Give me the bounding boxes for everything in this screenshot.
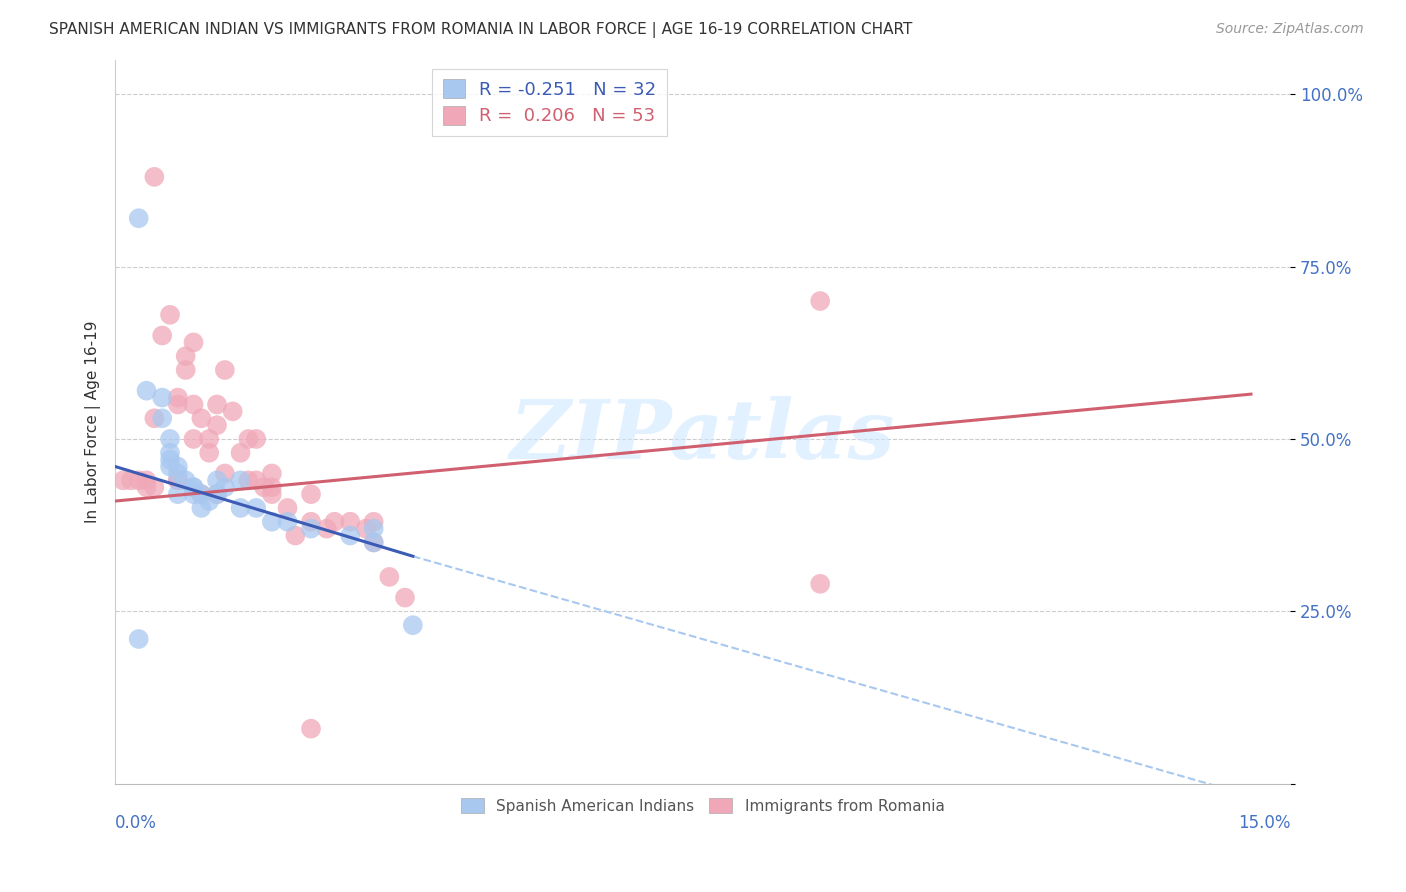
- Point: [120, 474, 142, 488]
- Point: [402, 618, 425, 632]
- Point: [260, 487, 283, 501]
- Point: [159, 459, 181, 474]
- Point: [183, 432, 205, 446]
- Point: [260, 515, 283, 529]
- Point: [299, 515, 322, 529]
- Point: [128, 211, 150, 226]
- Legend: Spanish American Indians, Immigrants from Romania: Spanish American Indians, Immigrants fro…: [454, 791, 950, 820]
- Point: [284, 528, 307, 542]
- Point: [159, 446, 181, 460]
- Point: [150, 411, 173, 425]
- Point: [229, 500, 252, 515]
- Point: [253, 480, 276, 494]
- Point: [299, 522, 322, 536]
- Point: [214, 363, 236, 377]
- Point: [276, 500, 298, 515]
- Point: [363, 515, 385, 529]
- Point: [205, 487, 228, 501]
- Point: [143, 169, 166, 184]
- Point: [205, 487, 228, 501]
- Point: [166, 474, 188, 488]
- Point: [394, 591, 416, 605]
- Point: [245, 474, 267, 488]
- Point: [198, 494, 221, 508]
- Point: [128, 474, 150, 488]
- Point: [205, 397, 228, 411]
- Point: [808, 577, 831, 591]
- Text: SPANISH AMERICAN INDIAN VS IMMIGRANTS FROM ROMANIA IN LABOR FORCE | AGE 16-19 CO: SPANISH AMERICAN INDIAN VS IMMIGRANTS FR…: [49, 22, 912, 38]
- Point: [159, 308, 181, 322]
- Point: [229, 446, 252, 460]
- Point: [229, 474, 252, 488]
- Point: [166, 391, 188, 405]
- Point: [183, 487, 205, 501]
- Point: [214, 467, 236, 481]
- Point: [159, 432, 181, 446]
- Point: [166, 459, 188, 474]
- Point: [190, 411, 212, 425]
- Y-axis label: In Labor Force | Age 16-19: In Labor Force | Age 16-19: [86, 320, 101, 523]
- Point: [135, 474, 157, 488]
- Point: [174, 349, 197, 363]
- Point: [315, 522, 337, 536]
- Point: [299, 487, 322, 501]
- Point: [166, 474, 188, 488]
- Point: [150, 391, 173, 405]
- Text: 0.0%: 0.0%: [115, 814, 157, 832]
- Text: ZIPatlas: ZIPatlas: [510, 396, 896, 476]
- Point: [174, 474, 197, 488]
- Point: [323, 515, 346, 529]
- Point: [143, 411, 166, 425]
- Point: [354, 522, 377, 536]
- Point: [150, 328, 173, 343]
- Point: [166, 467, 188, 481]
- Point: [190, 500, 212, 515]
- Point: [111, 474, 134, 488]
- Point: [174, 363, 197, 377]
- Point: [135, 480, 157, 494]
- Point: [159, 452, 181, 467]
- Point: [183, 397, 205, 411]
- Point: [205, 474, 228, 488]
- Point: [260, 467, 283, 481]
- Point: [205, 418, 228, 433]
- Point: [260, 480, 283, 494]
- Point: [143, 480, 166, 494]
- Point: [245, 432, 267, 446]
- Point: [808, 293, 831, 308]
- Point: [299, 722, 322, 736]
- Point: [276, 515, 298, 529]
- Point: [339, 528, 361, 542]
- Point: [378, 570, 401, 584]
- Point: [198, 446, 221, 460]
- Point: [339, 515, 361, 529]
- Point: [238, 474, 260, 488]
- Point: [166, 487, 188, 501]
- Point: [198, 432, 221, 446]
- Point: [183, 480, 205, 494]
- Point: [128, 632, 150, 646]
- Point: [183, 480, 205, 494]
- Point: [363, 522, 385, 536]
- Text: 15.0%: 15.0%: [1237, 814, 1291, 832]
- Point: [135, 384, 157, 398]
- Point: [214, 480, 236, 494]
- Point: [221, 404, 243, 418]
- Point: [238, 432, 260, 446]
- Point: [166, 397, 188, 411]
- Point: [183, 335, 205, 350]
- Point: [245, 500, 267, 515]
- Point: [190, 487, 212, 501]
- Point: [363, 535, 385, 549]
- Point: [190, 487, 212, 501]
- Point: [363, 535, 385, 549]
- Text: Source: ZipAtlas.com: Source: ZipAtlas.com: [1216, 22, 1364, 37]
